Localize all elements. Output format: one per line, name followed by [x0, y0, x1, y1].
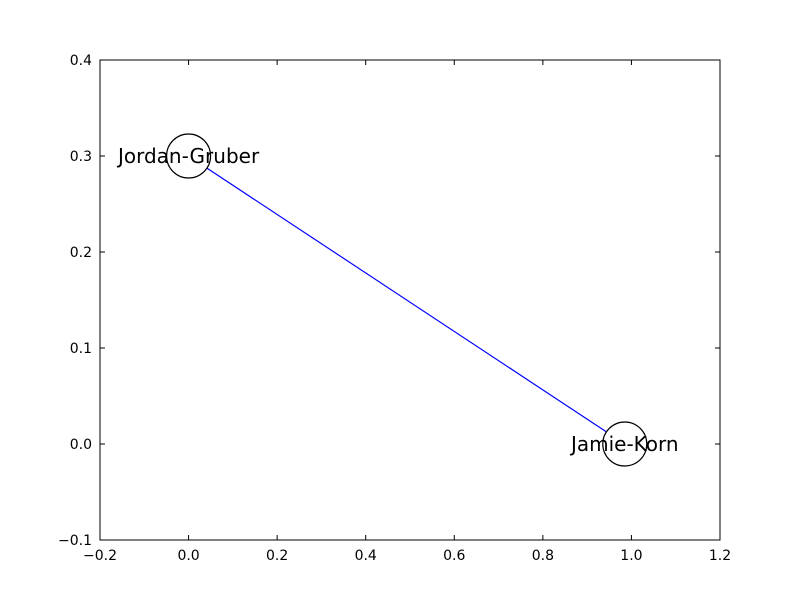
x-tick-label: 0.6 — [443, 548, 465, 564]
x-tick-label: 0.2 — [266, 548, 288, 564]
edges-layer — [188, 155, 626, 445]
y-tick-label: 0.2 — [70, 245, 92, 261]
x-tick-label: 0.8 — [532, 548, 554, 564]
ticks-layer: −0.2 0.0 0.2 0.4 0.6 0.8 1.0 1.2 −0.1 0.0 0.1 0.2 0.… — [58, 53, 731, 564]
x-tick-label: 0.0 — [177, 548, 199, 564]
node-circle — [165, 133, 212, 179]
plot-area — [100, 60, 720, 540]
node-label: Jordan-Gruber — [116, 144, 260, 168]
x-tick-label: −0.2 — [83, 548, 117, 564]
y-tick-label: −0.1 — [58, 533, 92, 549]
x-tick-label: 1.0 — [620, 548, 642, 564]
edge-line — [188, 155, 626, 445]
y-tick-label: 0.0 — [70, 437, 92, 453]
y-tick-label: 0.1 — [70, 341, 92, 357]
x-tick-label: 0.4 — [355, 548, 377, 564]
node-circle — [602, 421, 648, 467]
plot-frame — [99, 59, 721, 541]
y-tick-label: 0.4 — [70, 53, 92, 69]
x-tick-label: 1.2 — [709, 548, 731, 564]
y-tick-label: 0.3 — [70, 149, 92, 165]
node-label: Jamie-Korn — [569, 432, 679, 456]
nodes-layer: Jordan-Gruber Jamie-Korn — [116, 133, 679, 467]
